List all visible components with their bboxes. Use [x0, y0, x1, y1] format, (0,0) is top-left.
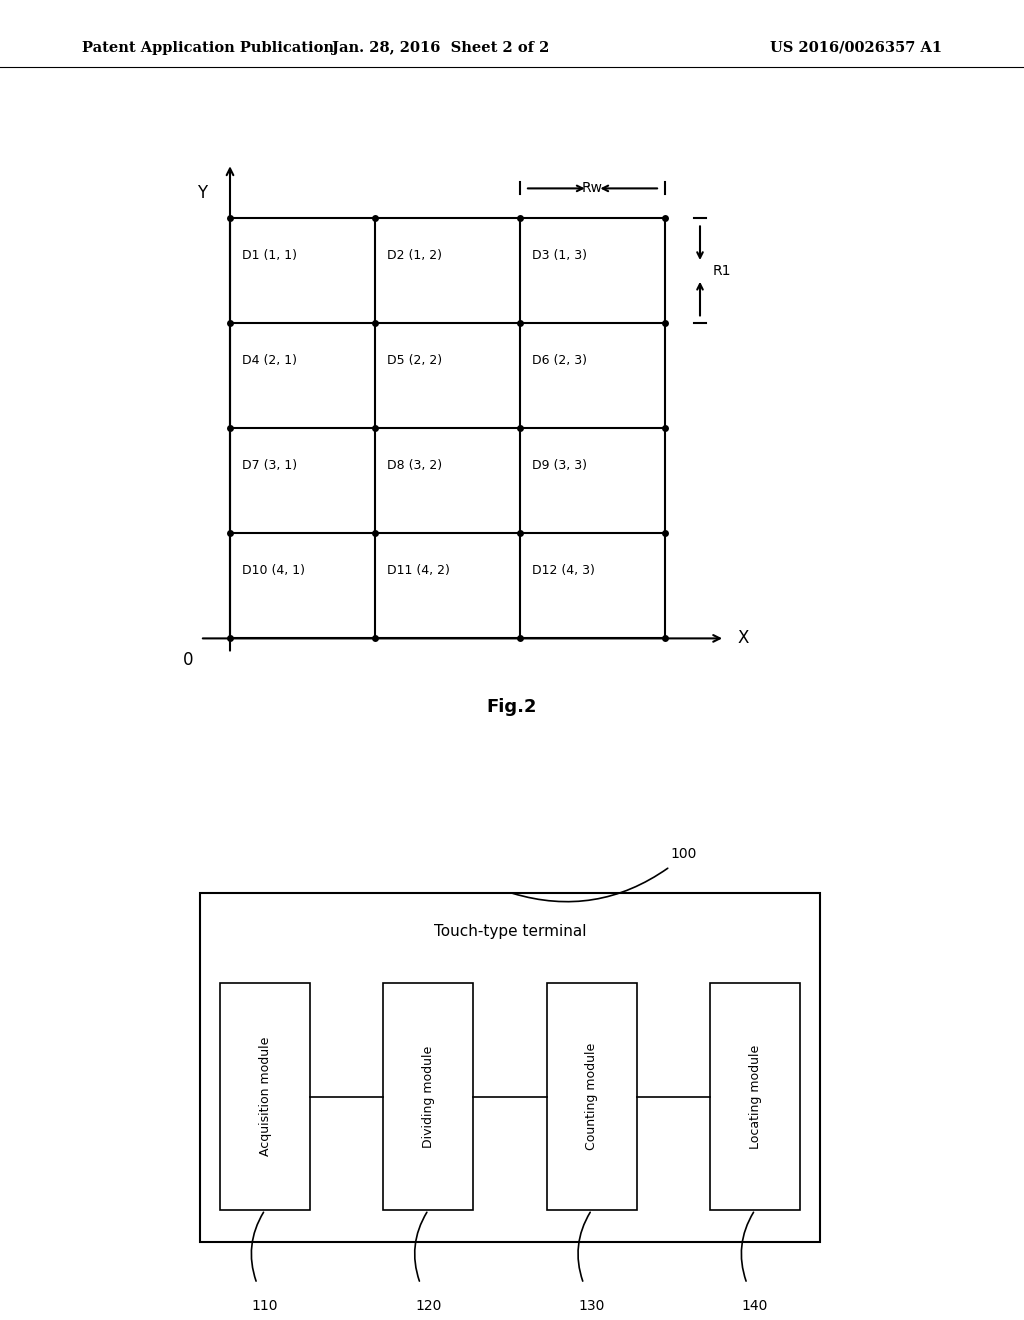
Text: D7 (3, 1): D7 (3, 1): [242, 458, 297, 471]
Bar: [220, 983, 310, 1210]
Text: D4 (2, 1): D4 (2, 1): [242, 354, 297, 367]
Text: US 2016/0026357 A1: US 2016/0026357 A1: [770, 41, 942, 54]
Text: D11 (4, 2): D11 (4, 2): [387, 564, 450, 577]
Text: 100: 100: [670, 846, 696, 861]
Bar: [710, 983, 800, 1210]
Text: 140: 140: [741, 1299, 768, 1313]
Text: Locating module: Locating module: [749, 1044, 762, 1148]
Bar: [547, 983, 637, 1210]
Text: D5 (2, 2): D5 (2, 2): [387, 354, 442, 367]
Text: Patent Application Publication: Patent Application Publication: [82, 41, 334, 54]
Text: D1 (1, 1): D1 (1, 1): [242, 248, 297, 261]
Text: R1: R1: [713, 264, 731, 279]
Text: Rw: Rw: [582, 181, 603, 195]
Text: Jan. 28, 2016  Sheet 2 of 2: Jan. 28, 2016 Sheet 2 of 2: [332, 41, 549, 54]
Text: Fig.2: Fig.2: [486, 698, 538, 717]
Text: D10 (4, 1): D10 (4, 1): [242, 564, 305, 577]
Text: D9 (3, 3): D9 (3, 3): [532, 458, 587, 471]
Text: Touch-type terminal: Touch-type terminal: [434, 924, 587, 939]
Text: 130: 130: [579, 1299, 605, 1313]
Text: X: X: [737, 630, 749, 647]
Text: Dividing module: Dividing module: [422, 1045, 435, 1147]
Text: Counting module: Counting module: [585, 1043, 598, 1150]
Text: D8 (3, 2): D8 (3, 2): [387, 458, 442, 471]
Text: D2 (1, 2): D2 (1, 2): [387, 248, 442, 261]
Text: D6 (2, 3): D6 (2, 3): [532, 354, 587, 367]
Text: Y: Y: [197, 185, 207, 202]
Text: D3 (1, 3): D3 (1, 3): [532, 248, 587, 261]
Text: 120: 120: [415, 1299, 441, 1313]
Text: 0: 0: [182, 651, 194, 669]
Bar: [383, 983, 473, 1210]
Bar: [200, 892, 820, 1242]
Text: Acquisition module: Acquisition module: [258, 1038, 271, 1156]
Text: D12 (4, 3): D12 (4, 3): [532, 564, 595, 577]
Text: 110: 110: [252, 1299, 279, 1313]
